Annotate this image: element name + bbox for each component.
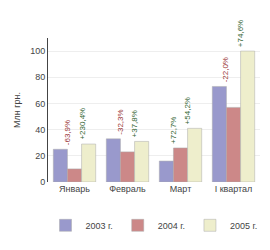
svg-text:40: 40 (35, 125, 45, 135)
svg-text:80: 80 (35, 72, 45, 82)
svg-text:Февраль: Февраль (109, 184, 146, 194)
svg-text:+54,2%: +54,2% (183, 97, 192, 124)
svg-text:2003 г.: 2003 г. (86, 221, 113, 231)
svg-text:0: 0 (40, 177, 45, 187)
svg-text:20: 20 (35, 151, 45, 161)
svg-text:60: 60 (35, 99, 45, 109)
svg-text:+230,4%: +230,4% (78, 108, 87, 140)
svg-text:2004 г.: 2004 г. (158, 221, 185, 231)
svg-text:-63,9%: -63,9% (63, 120, 72, 145)
svg-text:Млн грн.: Млн грн. (12, 92, 22, 128)
svg-text:+37,8%: +37,8% (130, 110, 139, 137)
svg-text:+74,6%: +74,6% (236, 20, 245, 47)
svg-text:100: 100 (30, 46, 45, 56)
svg-text:+72,7%: +72,7% (169, 117, 178, 144)
svg-text:2005 г.: 2005 г. (230, 221, 257, 231)
svg-text:Март: Март (170, 184, 192, 194)
svg-text:Январь: Январь (59, 184, 90, 194)
svg-text:-32,3%: -32,3% (116, 109, 125, 134)
svg-text:I квартал: I квартал (215, 184, 253, 194)
svg-text:-22,0%: -22,0% (221, 57, 230, 82)
